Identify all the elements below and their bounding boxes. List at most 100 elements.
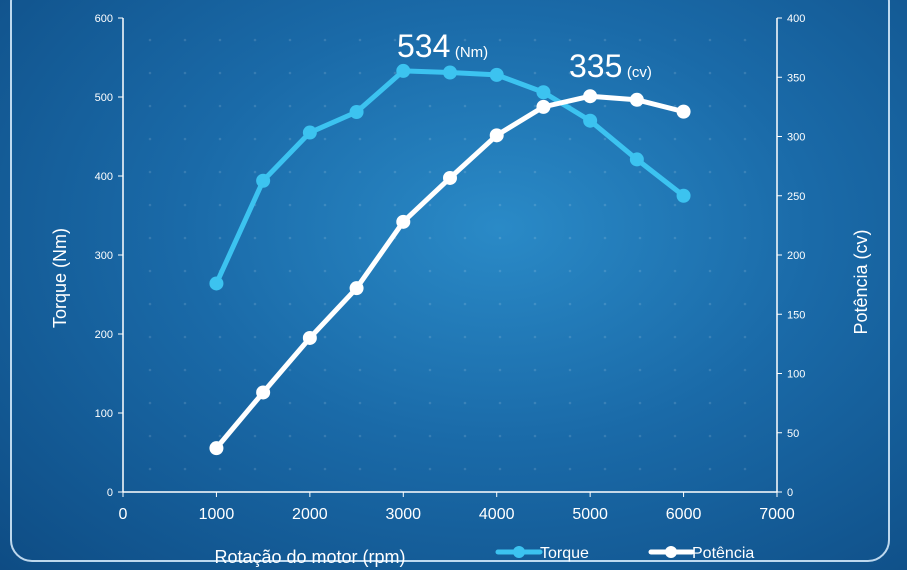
y-left-tick-label: 400 xyxy=(95,171,113,183)
background-dot xyxy=(393,38,397,42)
background-dot xyxy=(708,137,712,141)
background-dot xyxy=(533,203,537,207)
y-right-tick-label: 0 xyxy=(787,487,793,499)
background-dot xyxy=(743,467,747,471)
background-dot xyxy=(743,236,747,240)
x-tick-label: 5000 xyxy=(572,506,608,523)
background-dot xyxy=(463,401,467,405)
data-point-potencia xyxy=(583,89,598,104)
background-dot xyxy=(568,368,572,372)
background-dot xyxy=(533,401,537,405)
background-dot xyxy=(638,401,642,405)
axes xyxy=(122,18,778,493)
background-dot xyxy=(218,137,222,141)
background-dot xyxy=(323,302,327,306)
background-dot xyxy=(498,203,502,207)
background-dot xyxy=(183,38,187,42)
background-dot xyxy=(288,203,292,207)
background-dot xyxy=(638,71,642,75)
background-dot xyxy=(183,335,187,339)
background-dot xyxy=(323,38,327,42)
background-dot xyxy=(743,434,747,438)
data-point-potencia xyxy=(349,281,364,296)
background-dot xyxy=(358,71,362,75)
background-dot xyxy=(288,368,292,372)
background-dot xyxy=(673,38,677,42)
background-dot xyxy=(463,335,467,339)
background-dot xyxy=(603,368,607,372)
background-dot xyxy=(288,401,292,405)
y-right-tick-label: 50 xyxy=(787,428,799,440)
background-dot xyxy=(253,38,257,42)
background-dot xyxy=(638,170,642,174)
legend: Torque Potência xyxy=(495,545,754,562)
data-point-potencia xyxy=(396,214,411,229)
background-dot xyxy=(323,104,327,108)
background-dot xyxy=(568,401,572,405)
background-dot xyxy=(673,71,677,75)
background-dot xyxy=(288,38,292,42)
background-dot xyxy=(358,434,362,438)
background-dot xyxy=(568,170,572,174)
legend-item-torque: Torque xyxy=(495,545,589,562)
background-dot xyxy=(568,38,572,42)
background-dot xyxy=(358,170,362,174)
background-dot xyxy=(498,467,502,471)
y-left-tick-label: 100 xyxy=(95,408,113,420)
background-dot xyxy=(288,236,292,240)
background-dot xyxy=(708,434,712,438)
background-dot xyxy=(428,335,432,339)
background-dot xyxy=(183,203,187,207)
background-dot xyxy=(218,236,222,240)
background-dot xyxy=(673,467,677,471)
background-dot xyxy=(253,137,257,141)
background-dot xyxy=(568,302,572,306)
background-dot xyxy=(498,302,502,306)
background-dot xyxy=(183,236,187,240)
background-dot xyxy=(183,434,187,438)
background-dot xyxy=(218,38,222,42)
data-point-torque xyxy=(209,276,224,291)
background-dot xyxy=(603,236,607,240)
background-dot xyxy=(288,71,292,75)
background-dot xyxy=(253,104,257,108)
background-dot xyxy=(673,104,677,108)
background-dot xyxy=(673,335,677,339)
background-dot xyxy=(638,38,642,42)
background-dot xyxy=(708,203,712,207)
background-dot xyxy=(533,38,537,42)
background-dot xyxy=(428,434,432,438)
background-dot xyxy=(358,401,362,405)
background-dot xyxy=(533,269,537,273)
background-dot xyxy=(323,203,327,207)
torque-peak-annotation: 534 (Nm) xyxy=(397,28,488,64)
background-dot xyxy=(288,137,292,141)
background-dot xyxy=(183,170,187,174)
background-dot xyxy=(148,269,152,273)
legend-torque-label: Torque xyxy=(540,545,589,562)
background-dot xyxy=(638,269,642,273)
background-dot xyxy=(218,104,222,108)
background-dot xyxy=(428,302,432,306)
background-dot xyxy=(708,335,712,339)
legend-torque-marker xyxy=(513,546,525,558)
background-dot xyxy=(638,335,642,339)
background-dot xyxy=(253,170,257,174)
data-point-torque xyxy=(443,65,457,80)
background-dot xyxy=(743,269,747,273)
background-dot xyxy=(743,71,747,75)
background-dot xyxy=(428,236,432,240)
background-dot xyxy=(463,467,467,471)
y-left-tick-label: 600 xyxy=(95,13,113,25)
background-dot xyxy=(183,401,187,405)
background-dot xyxy=(323,170,327,174)
background-dot xyxy=(183,368,187,372)
y-right-tick-label: 300 xyxy=(787,132,805,144)
background-dot xyxy=(673,368,677,372)
background-dot xyxy=(638,467,642,471)
legend-potencia-label: Potência xyxy=(692,545,754,562)
background-dot xyxy=(638,236,642,240)
legend-item-potencia: Potência xyxy=(648,545,754,562)
background-dot xyxy=(428,269,432,273)
background-dot xyxy=(603,401,607,405)
